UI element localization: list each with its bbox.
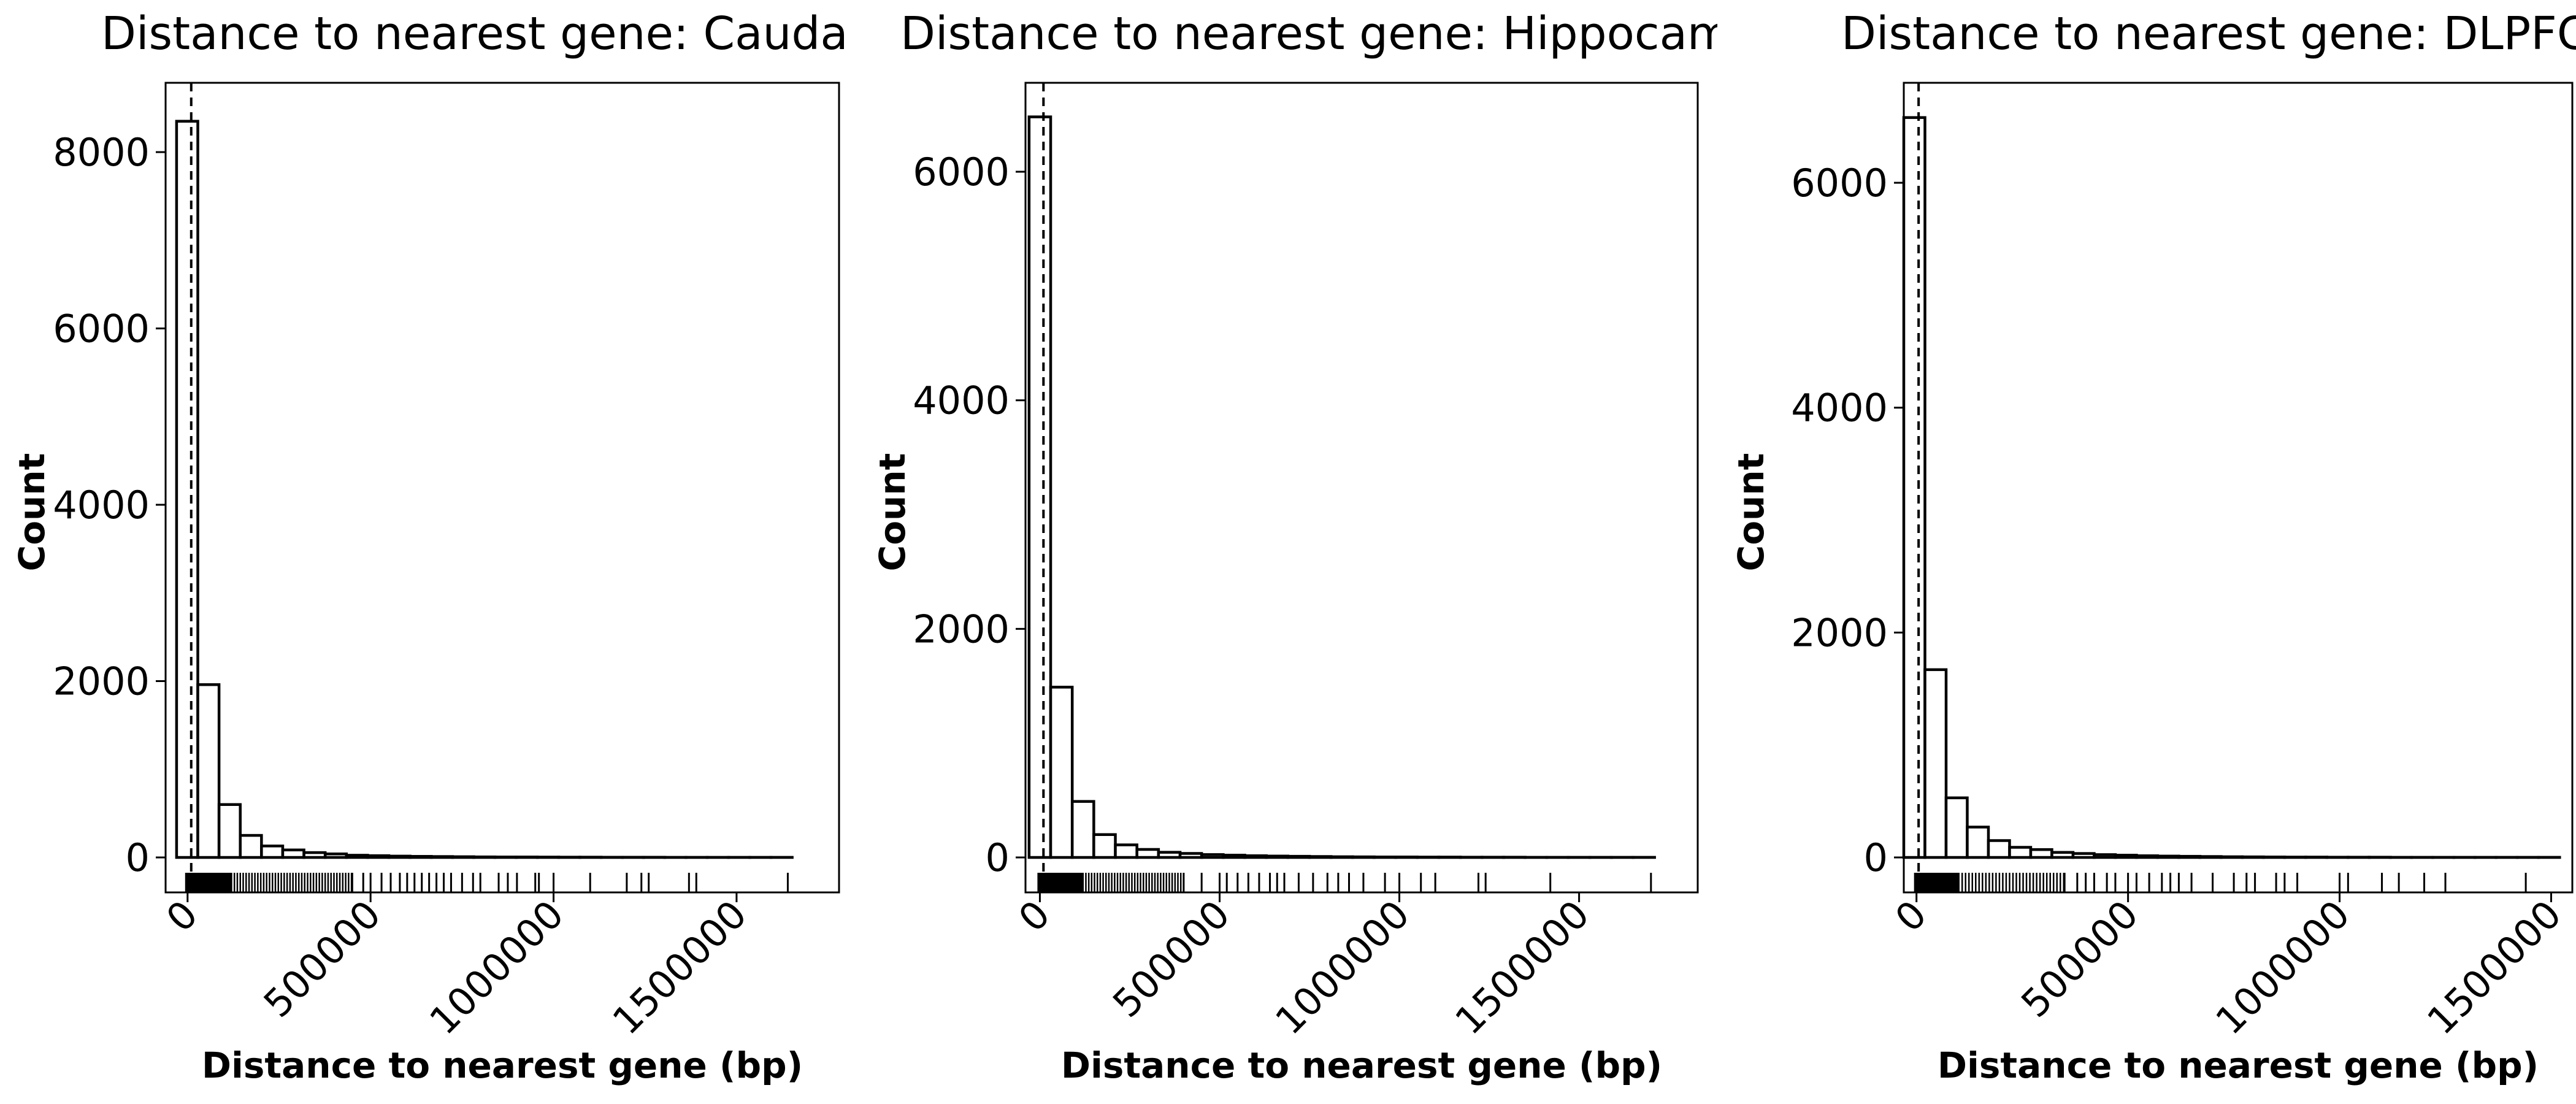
y-tick-label: 4000 <box>913 378 1010 423</box>
histogram-bar <box>387 854 412 859</box>
y-tick-label: 0 <box>126 835 150 880</box>
rug-dense-block <box>1914 873 1959 892</box>
histogram-bar <box>2156 854 2180 859</box>
histogram-bar <box>1049 686 1074 859</box>
histogram-bar <box>1286 854 1311 859</box>
rug-dense-block <box>1037 873 1083 892</box>
chart-title: Distance to nearest gene: Hippocampus <box>900 7 1812 60</box>
bars <box>1902 116 2561 859</box>
histogram-bar <box>2029 848 2053 859</box>
histogram-bar <box>239 834 263 859</box>
histogram-bar <box>1222 854 1246 859</box>
rug <box>1914 873 2527 892</box>
chart-title: Distance to nearest gene: DLPFC <box>1841 7 2576 60</box>
histogram-bar <box>1027 115 1052 859</box>
x-tick-label: 500000 <box>1104 892 1238 1026</box>
x-tick-label: 500000 <box>255 892 389 1026</box>
x-tick-label: 1500000 <box>1446 892 1598 1043</box>
panel-border <box>1024 82 1699 894</box>
x-tick-label: 0 <box>1010 892 1059 941</box>
x-tick-label: 1000000 <box>421 892 572 1043</box>
y-tick-label: 6000 <box>913 150 1010 194</box>
histogram-bar <box>408 855 433 859</box>
histogram-bar <box>1944 796 1969 859</box>
histogram-bar <box>217 803 242 859</box>
chart-panel-3: Distance to nearest gene: DLPFC 0 2000 4000… <box>1730 7 2576 1086</box>
histogram-bar <box>2093 853 2117 859</box>
y-tick-label: 2000 <box>1791 610 1888 655</box>
histogram-bar <box>2135 854 2160 859</box>
histogram-bar <box>281 848 305 859</box>
y-tick-label: 0 <box>986 835 1010 880</box>
histogram-bar <box>1243 854 1268 859</box>
x-tick-label: 1500000 <box>2418 892 2570 1043</box>
x-axis-label: Distance to nearest gene (bp) <box>202 1045 803 1086</box>
panel-border <box>164 82 840 894</box>
x-tick-label: 1000000 <box>1267 892 1418 1043</box>
y-tick-label: 4000 <box>1791 386 1888 431</box>
histogram-bar <box>2177 854 2202 859</box>
x-tick-label: 500000 <box>2012 892 2147 1026</box>
y-axis-label: Count <box>1730 453 1772 572</box>
histogram-bar <box>366 854 391 859</box>
histogram-bar <box>302 851 327 859</box>
histogram-bar <box>196 683 221 859</box>
chart-panel-1: Distance to nearest gene: Cauda 0 2000 4000… <box>11 7 848 1086</box>
y-tick-label: 0 <box>1864 835 1888 880</box>
histogram-bar <box>1178 852 1203 859</box>
histogram-bar <box>1092 833 1117 859</box>
bars <box>175 120 794 859</box>
bars <box>1027 115 1656 859</box>
chart-panel-2: Distance to nearest gene: Hippocampus 0 20… <box>872 7 1812 1086</box>
x-tick-label: 0 <box>158 892 207 941</box>
histogram-bar <box>1987 839 2011 859</box>
x-tick-label: 1000000 <box>2207 892 2358 1043</box>
y-tick-label: 6000 <box>1791 161 1888 205</box>
y-tick-label: 4000 <box>53 483 150 527</box>
histogram-bar <box>1135 848 1160 859</box>
histogram-bar <box>175 120 199 859</box>
rug <box>1037 873 1652 892</box>
chart-title: Distance to nearest gene: Cauda <box>101 7 848 60</box>
histogram-bar <box>1265 854 1290 859</box>
y-tick-label: 2000 <box>913 607 1010 651</box>
rug-dense-block <box>185 873 232 892</box>
histogram-bar <box>1200 853 1225 859</box>
histogram-bar <box>2008 846 2033 859</box>
x-tick-label: 1500000 <box>604 892 756 1043</box>
histogram-bar <box>1966 826 1990 859</box>
histogram-bar <box>2050 851 2075 859</box>
x-axis-label: Distance to nearest gene (bp) <box>1938 1045 2539 1086</box>
histogram-bar <box>2071 852 2096 859</box>
histogram-bar <box>345 854 369 859</box>
y-tick-label: 2000 <box>53 659 150 704</box>
rug <box>185 873 789 892</box>
y-axis-label: Count <box>11 453 53 572</box>
y-tick-label: 6000 <box>53 307 150 351</box>
x-tick-label: 0 <box>1887 892 1936 941</box>
histogram-bar <box>260 845 285 859</box>
histogram-bar <box>1923 668 1948 859</box>
histogram-bar <box>323 853 348 859</box>
x-axis-label: Distance to nearest gene (bp) <box>1061 1045 1662 1086</box>
y-tick-label: 8000 <box>53 130 150 175</box>
histogram-bar <box>2114 854 2138 859</box>
histogram-bar <box>1070 800 1095 859</box>
y-axis-label: Count <box>872 453 913 572</box>
panel-border <box>1903 82 2574 894</box>
histogram-bar <box>1902 116 1926 859</box>
histogram-bar <box>1157 851 1182 859</box>
histogram-bar <box>1114 843 1138 859</box>
